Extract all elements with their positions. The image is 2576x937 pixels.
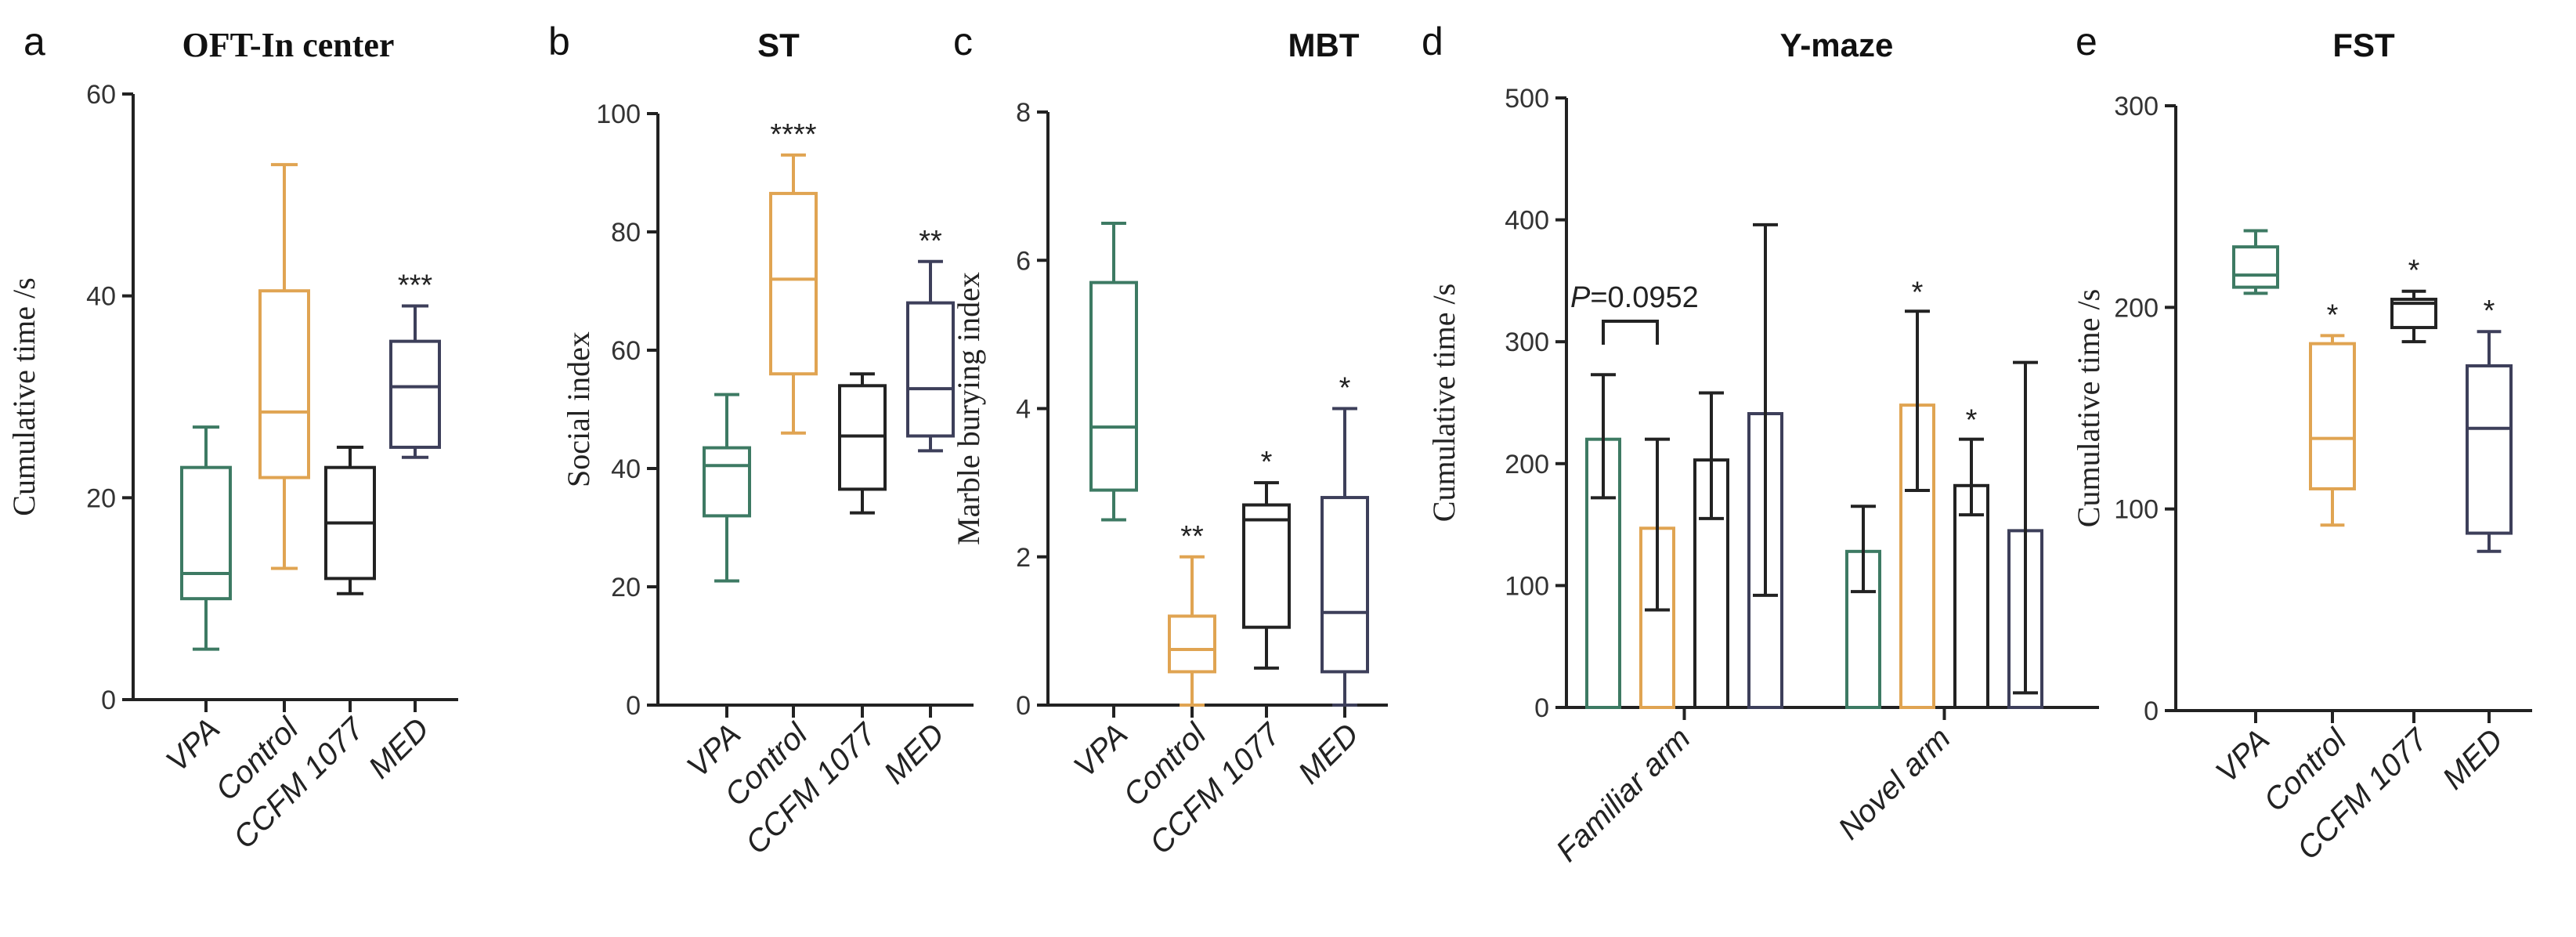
y-tick-label: 80 xyxy=(611,218,641,248)
significance-marker: * xyxy=(1339,372,1351,405)
y-tick-label: 20 xyxy=(611,573,641,602)
panel-label: b xyxy=(548,20,570,63)
y-axis-label: Social index xyxy=(561,331,596,487)
y-tick-label: 20 xyxy=(86,483,116,513)
bar-control xyxy=(1639,526,1675,709)
box-control xyxy=(258,289,310,479)
significance-marker: **** xyxy=(770,118,816,151)
box-control xyxy=(769,191,818,376)
significance-marker: * xyxy=(2327,298,2339,331)
box-med xyxy=(1321,496,1369,674)
box-med xyxy=(906,301,955,438)
x-tick-label: VPA xyxy=(160,711,227,779)
y-tick-label: 300 xyxy=(2114,92,2159,121)
significance-marker: *** xyxy=(398,270,433,302)
panel-label: e xyxy=(2076,20,2097,63)
box-ccfm-1077 xyxy=(1242,503,1291,629)
significance-marker: * xyxy=(1966,404,1978,437)
panel-title: ST xyxy=(757,27,800,63)
y-tick-label: 0 xyxy=(626,691,641,721)
p-value-bracket xyxy=(1602,320,1659,345)
y-tick-label: 100 xyxy=(1505,571,1549,601)
significance-marker: ** xyxy=(1180,520,1204,553)
significance-marker: ** xyxy=(919,225,942,258)
panel-label: a xyxy=(23,20,45,63)
bar-ccfm-1077 xyxy=(1953,483,1989,709)
significance-marker: * xyxy=(1912,276,1924,309)
y-tick-label: 100 xyxy=(596,99,641,129)
x-tick-label: MED xyxy=(1292,717,1365,790)
box-vpa xyxy=(180,465,232,601)
x-tick-label: MED xyxy=(877,717,951,790)
panel-label: c xyxy=(953,20,973,63)
x-tick-label: VPA xyxy=(2209,722,2277,790)
y-tick-label: 0 xyxy=(101,686,116,715)
panel-d: d Y-maze 0 100 200 300 400 500 Cumulative time /… xyxy=(1422,20,2099,869)
y-tick-label: 60 xyxy=(86,80,116,110)
y-axis-label: Marble burying index xyxy=(951,272,986,545)
x-tick-label: Novel arm xyxy=(1832,721,1957,846)
box-med xyxy=(2466,364,2513,535)
box-vpa xyxy=(2232,245,2279,289)
x-tick-label: Familiar arm xyxy=(1550,721,1697,868)
significance-marker: * xyxy=(2484,295,2495,327)
y-tick-label: 300 xyxy=(1505,327,1549,357)
y-axis-label: Cumulative time /s xyxy=(1426,284,1461,522)
panel-a: a OFT-In center 0 20 40 60 Cumulative time /s V… xyxy=(6,20,458,856)
panel-title: OFT-In center xyxy=(182,26,395,64)
y-tick-label: 0 xyxy=(1016,691,1031,721)
y-tick-label: 40 xyxy=(611,454,641,484)
y-tick-label: 6 xyxy=(1016,246,1031,276)
box-control xyxy=(1168,614,1216,674)
y-tick-label: 0 xyxy=(1534,693,1549,723)
y-tick-label: 0 xyxy=(2144,696,2159,726)
x-tick-label: MED xyxy=(2436,722,2509,796)
x-tick-label: MED xyxy=(362,711,435,785)
y-tick-label: 60 xyxy=(611,336,641,366)
y-tick-label: 100 xyxy=(2114,495,2159,525)
panel-title: MBT xyxy=(1288,27,1360,63)
y-tick-label: 500 xyxy=(1505,84,1549,114)
y-tick-label: 2 xyxy=(1016,543,1031,573)
y-axis-label: Cumulative time /s xyxy=(2071,289,2106,527)
panel-title: Y-maze xyxy=(1780,27,1894,63)
significance-marker: * xyxy=(1261,446,1273,479)
y-tick-label: 4 xyxy=(1016,395,1031,425)
box-control xyxy=(2309,342,2356,490)
panel-title: FST xyxy=(2332,27,2395,63)
y-axis-label: Cumulative time /s xyxy=(6,277,42,516)
p-value-annotation: P=0.0952 xyxy=(1570,281,1699,314)
y-tick-label: 40 xyxy=(86,282,116,312)
box-med xyxy=(389,339,441,449)
box-vpa xyxy=(703,446,751,518)
x-tick-label: VPA xyxy=(1068,717,1135,784)
y-tick-label: 8 xyxy=(1016,98,1031,128)
box-vpa xyxy=(1089,280,1138,492)
panel-label: d xyxy=(1422,20,1443,63)
y-tick-label: 200 xyxy=(1505,450,1549,479)
y-tick-label: 400 xyxy=(1505,206,1549,236)
significance-marker: * xyxy=(2408,255,2420,288)
y-tick-label: 200 xyxy=(2114,293,2159,323)
